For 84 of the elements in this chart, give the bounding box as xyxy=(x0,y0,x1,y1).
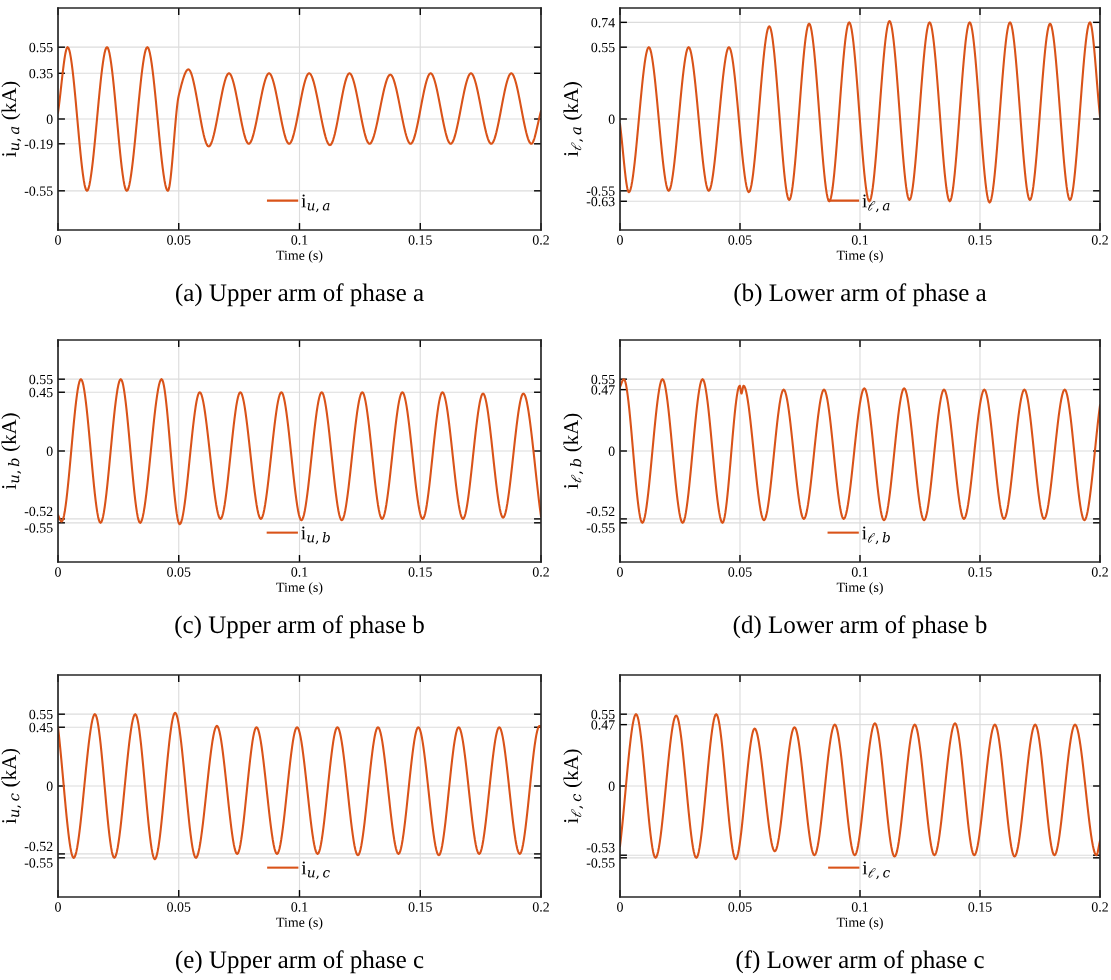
y-tick-label: 0 xyxy=(608,114,615,124)
legend-label: i$_{ℓ,b}$ xyxy=(862,526,890,545)
x-tick-label: 0.2 xyxy=(1091,235,1108,245)
x-axis-title: Time (s) xyxy=(276,582,323,595)
x-tick-label: 0 xyxy=(55,902,61,912)
x-tick-label: 0.15 xyxy=(968,567,992,577)
y-tick-label: 0 xyxy=(46,446,53,456)
y-tick-label: -0.55 xyxy=(24,186,53,196)
legend-label: i$_{u,c}$ xyxy=(301,861,330,880)
legend-label: i$_{u,b}$ xyxy=(301,526,330,545)
x-tick-label: 0.05 xyxy=(728,567,752,577)
y-tick-label: 0 xyxy=(46,114,53,124)
y-tick-label: 0.55 xyxy=(29,42,53,53)
y-tick-label: -0.19 xyxy=(24,139,53,149)
x-tick-label: 0.1 xyxy=(291,567,308,577)
x-tick-label: 0.15 xyxy=(408,902,432,912)
x-tick-label: 0.15 xyxy=(968,902,992,912)
y-tick-label: -0.55 xyxy=(24,858,53,868)
text: (b) Lower arm of phase a xyxy=(734,283,987,307)
y-tick-label: -0.55 xyxy=(586,186,615,196)
legend-label: i$_{ℓ,c}$ xyxy=(862,861,890,880)
x-tick-label: 0.05 xyxy=(167,902,191,912)
y-axis-title: i$_{ℓ,c}$ (kA) xyxy=(563,749,584,824)
y-tick-label: -0.52 xyxy=(24,841,53,852)
x-tick-label: 0.15 xyxy=(968,235,992,245)
y-tick-label: 0.55 xyxy=(29,374,53,385)
y-tick-label: -0.53 xyxy=(586,843,615,853)
y-tick-label: -0.55 xyxy=(586,858,615,868)
y-axis-title: i$_{u,b}$ (kA) xyxy=(1,413,22,490)
y-tick-label: 0.45 xyxy=(29,722,53,733)
x-tick-label: 0.2 xyxy=(532,902,549,912)
y-axis-title: i$_{u,c}$ (kA) xyxy=(1,748,22,824)
x-axis-title: Time (s) xyxy=(836,917,883,930)
x-tick-label: 0.2 xyxy=(1091,567,1108,577)
x-tick-label: 0 xyxy=(617,235,623,245)
y-tick-label: -0.52 xyxy=(24,506,53,517)
x-tick-label: 0 xyxy=(55,235,61,245)
x-tick-label: 0.05 xyxy=(167,235,191,245)
y-tick-label: 0.47 xyxy=(591,385,615,395)
text: (a) Upper arm of phase a xyxy=(176,283,424,307)
x-axis-title: Time (s) xyxy=(836,250,883,263)
y-tick-label: 0.45 xyxy=(29,387,53,398)
x-tick-label: 0.05 xyxy=(728,235,752,245)
y-tick-label: 0 xyxy=(46,781,53,791)
y-tick-label: 0.55 xyxy=(591,374,615,385)
text: (e) Upper arm of phase c xyxy=(176,950,424,974)
x-tick-label: 0.2 xyxy=(532,567,549,577)
y-tick-label: 0 xyxy=(608,446,615,456)
x-tick-label: 0 xyxy=(55,567,61,577)
y-tick-label: 0.55 xyxy=(591,709,615,720)
y-tick-label: -0.63 xyxy=(586,196,615,207)
y-tick-label: 0 xyxy=(608,781,615,791)
y-tick-label: 0.74 xyxy=(591,17,615,28)
y-tick-label: 0.55 xyxy=(29,709,53,720)
y-axis-title: i$_{ℓ,b}$ (kA) xyxy=(563,413,584,489)
text: (f) Lower arm of phase c xyxy=(736,950,984,974)
legend-label: i$_{ℓ,a}$ xyxy=(862,194,890,213)
y-axis-title: i$_{u,a}$ (kA) xyxy=(1,81,22,157)
y-tick-label: 0.35 xyxy=(29,68,53,79)
y-tick-label: -0.52 xyxy=(586,506,615,517)
x-tick-label: 0 xyxy=(617,567,623,577)
y-tick-label: -0.55 xyxy=(586,523,615,533)
legend-label: i$_{u,a}$ xyxy=(301,194,330,213)
x-tick-label: 0.1 xyxy=(291,235,308,245)
x-axis-title: Time (s) xyxy=(836,582,883,595)
x-tick-label: 0.2 xyxy=(1091,902,1108,912)
x-axis-title: Time (s) xyxy=(276,250,323,263)
y-axis-title: i$_{ℓ,a}$ (kA) xyxy=(563,82,584,157)
x-tick-label: 0 xyxy=(617,902,623,912)
y-tick-label: 0.55 xyxy=(591,42,615,53)
text: (c) Upper arm of phase b xyxy=(175,615,424,639)
x-tick-label: 0.15 xyxy=(408,567,432,577)
y-tick-label: 0.47 xyxy=(591,720,615,730)
y-tick-label: -0.55 xyxy=(24,523,53,533)
x-tick-label: 0.1 xyxy=(851,235,868,245)
x-tick-label: 0.05 xyxy=(167,567,191,577)
x-tick-label: 0.05 xyxy=(728,902,752,912)
x-tick-label: 0.15 xyxy=(408,235,432,245)
x-tick-label: 0.1 xyxy=(851,567,868,577)
x-axis-title: Time (s) xyxy=(276,917,323,930)
x-tick-label: 0.2 xyxy=(532,235,549,245)
x-tick-label: 0.1 xyxy=(851,902,868,912)
text: (d) Lower arm of phase b xyxy=(733,615,987,639)
x-tick-label: 0.1 xyxy=(291,902,308,912)
